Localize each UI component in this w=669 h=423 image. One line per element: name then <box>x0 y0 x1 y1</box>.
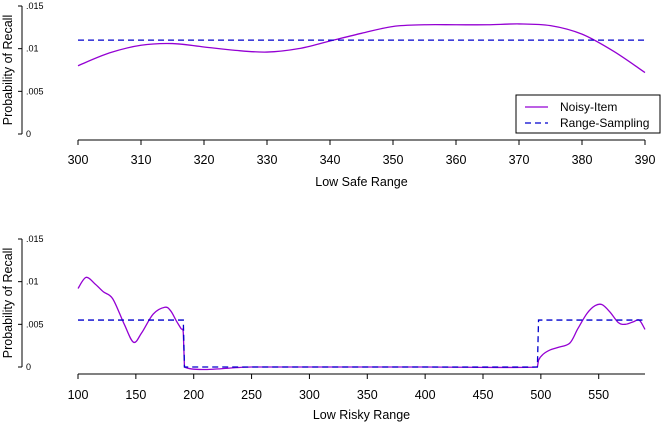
series-layer <box>77 23 646 74</box>
x-tick-label: 300 <box>299 388 320 402</box>
x-tick-label: 100 <box>68 388 89 402</box>
x-tick-label: 300 <box>68 153 89 167</box>
legend: Noisy-Item Range-Sampling <box>515 94 661 134</box>
series-layer <box>77 276 646 371</box>
y-tick-label: .01 <box>26 277 39 287</box>
x-tick-label: 350 <box>357 388 378 402</box>
x-tick-label: 150 <box>125 388 146 402</box>
x-tick-label: 450 <box>473 388 494 402</box>
y-tick-label: .015 <box>26 234 44 244</box>
x-tick-label: 340 <box>320 153 341 167</box>
legend-label-range-sampling: Range-Sampling <box>560 116 649 130</box>
series-line-noisy-item <box>77 276 646 371</box>
y-tick-label: .015 <box>26 1 44 11</box>
chart-low-risky-range: 100 150 200 250 300 350 400 450 500 550 0 .005 .01.… <box>1 234 646 422</box>
legend-label-noisy-item: Noisy-Item <box>560 100 617 114</box>
x-tick-label: 390 <box>635 153 656 167</box>
y-tick-label: 0 <box>26 362 31 372</box>
y-ticks: 0 .005 .01 .015 <box>18 1 44 139</box>
y-tick-label: .005 <box>26 86 44 96</box>
series-line-range-sampling <box>78 319 645 368</box>
y-tick-label: 0 <box>26 129 31 139</box>
x-tick-label: 550 <box>588 388 609 402</box>
x-tick-label: 350 <box>383 153 404 167</box>
x-tick-label: 370 <box>509 153 530 167</box>
x-axis-label: Low Safe Range <box>315 175 407 189</box>
x-tick-label: 250 <box>241 388 262 402</box>
x-tick-label: 320 <box>194 153 215 167</box>
y-axis-label: Probability of Recall <box>1 15 15 125</box>
chart-low-safe-range: 300 310 320 330 340 350 360 370 380 390 0 .005 .01.… <box>1 1 661 189</box>
y-tick-label: .01 <box>26 44 39 54</box>
x-tick-label: 330 <box>257 153 278 167</box>
x-tick-label: 380 <box>572 153 593 167</box>
x-tick-label: 400 <box>415 388 436 402</box>
y-axis-label: Probability of Recall <box>1 248 15 358</box>
x-ticks: 100 150 200 250 300 350 400 450 500 550 <box>68 374 609 402</box>
x-tick-label: 310 <box>131 153 152 167</box>
y-tick-label: .005 <box>26 319 44 329</box>
x-tick-label: 200 <box>183 388 204 402</box>
series-line-noisy-item <box>77 23 646 74</box>
y-ticks: 0 .005 .01 .015 <box>18 234 44 372</box>
x-tick-label: 500 <box>530 388 551 402</box>
x-ticks: 300 310 320 330 340 350 360 370 380 390 <box>68 140 656 167</box>
x-tick-label: 360 <box>446 153 467 167</box>
x-axis-label: Low Risky Range <box>313 408 410 422</box>
legend-box <box>515 94 661 134</box>
